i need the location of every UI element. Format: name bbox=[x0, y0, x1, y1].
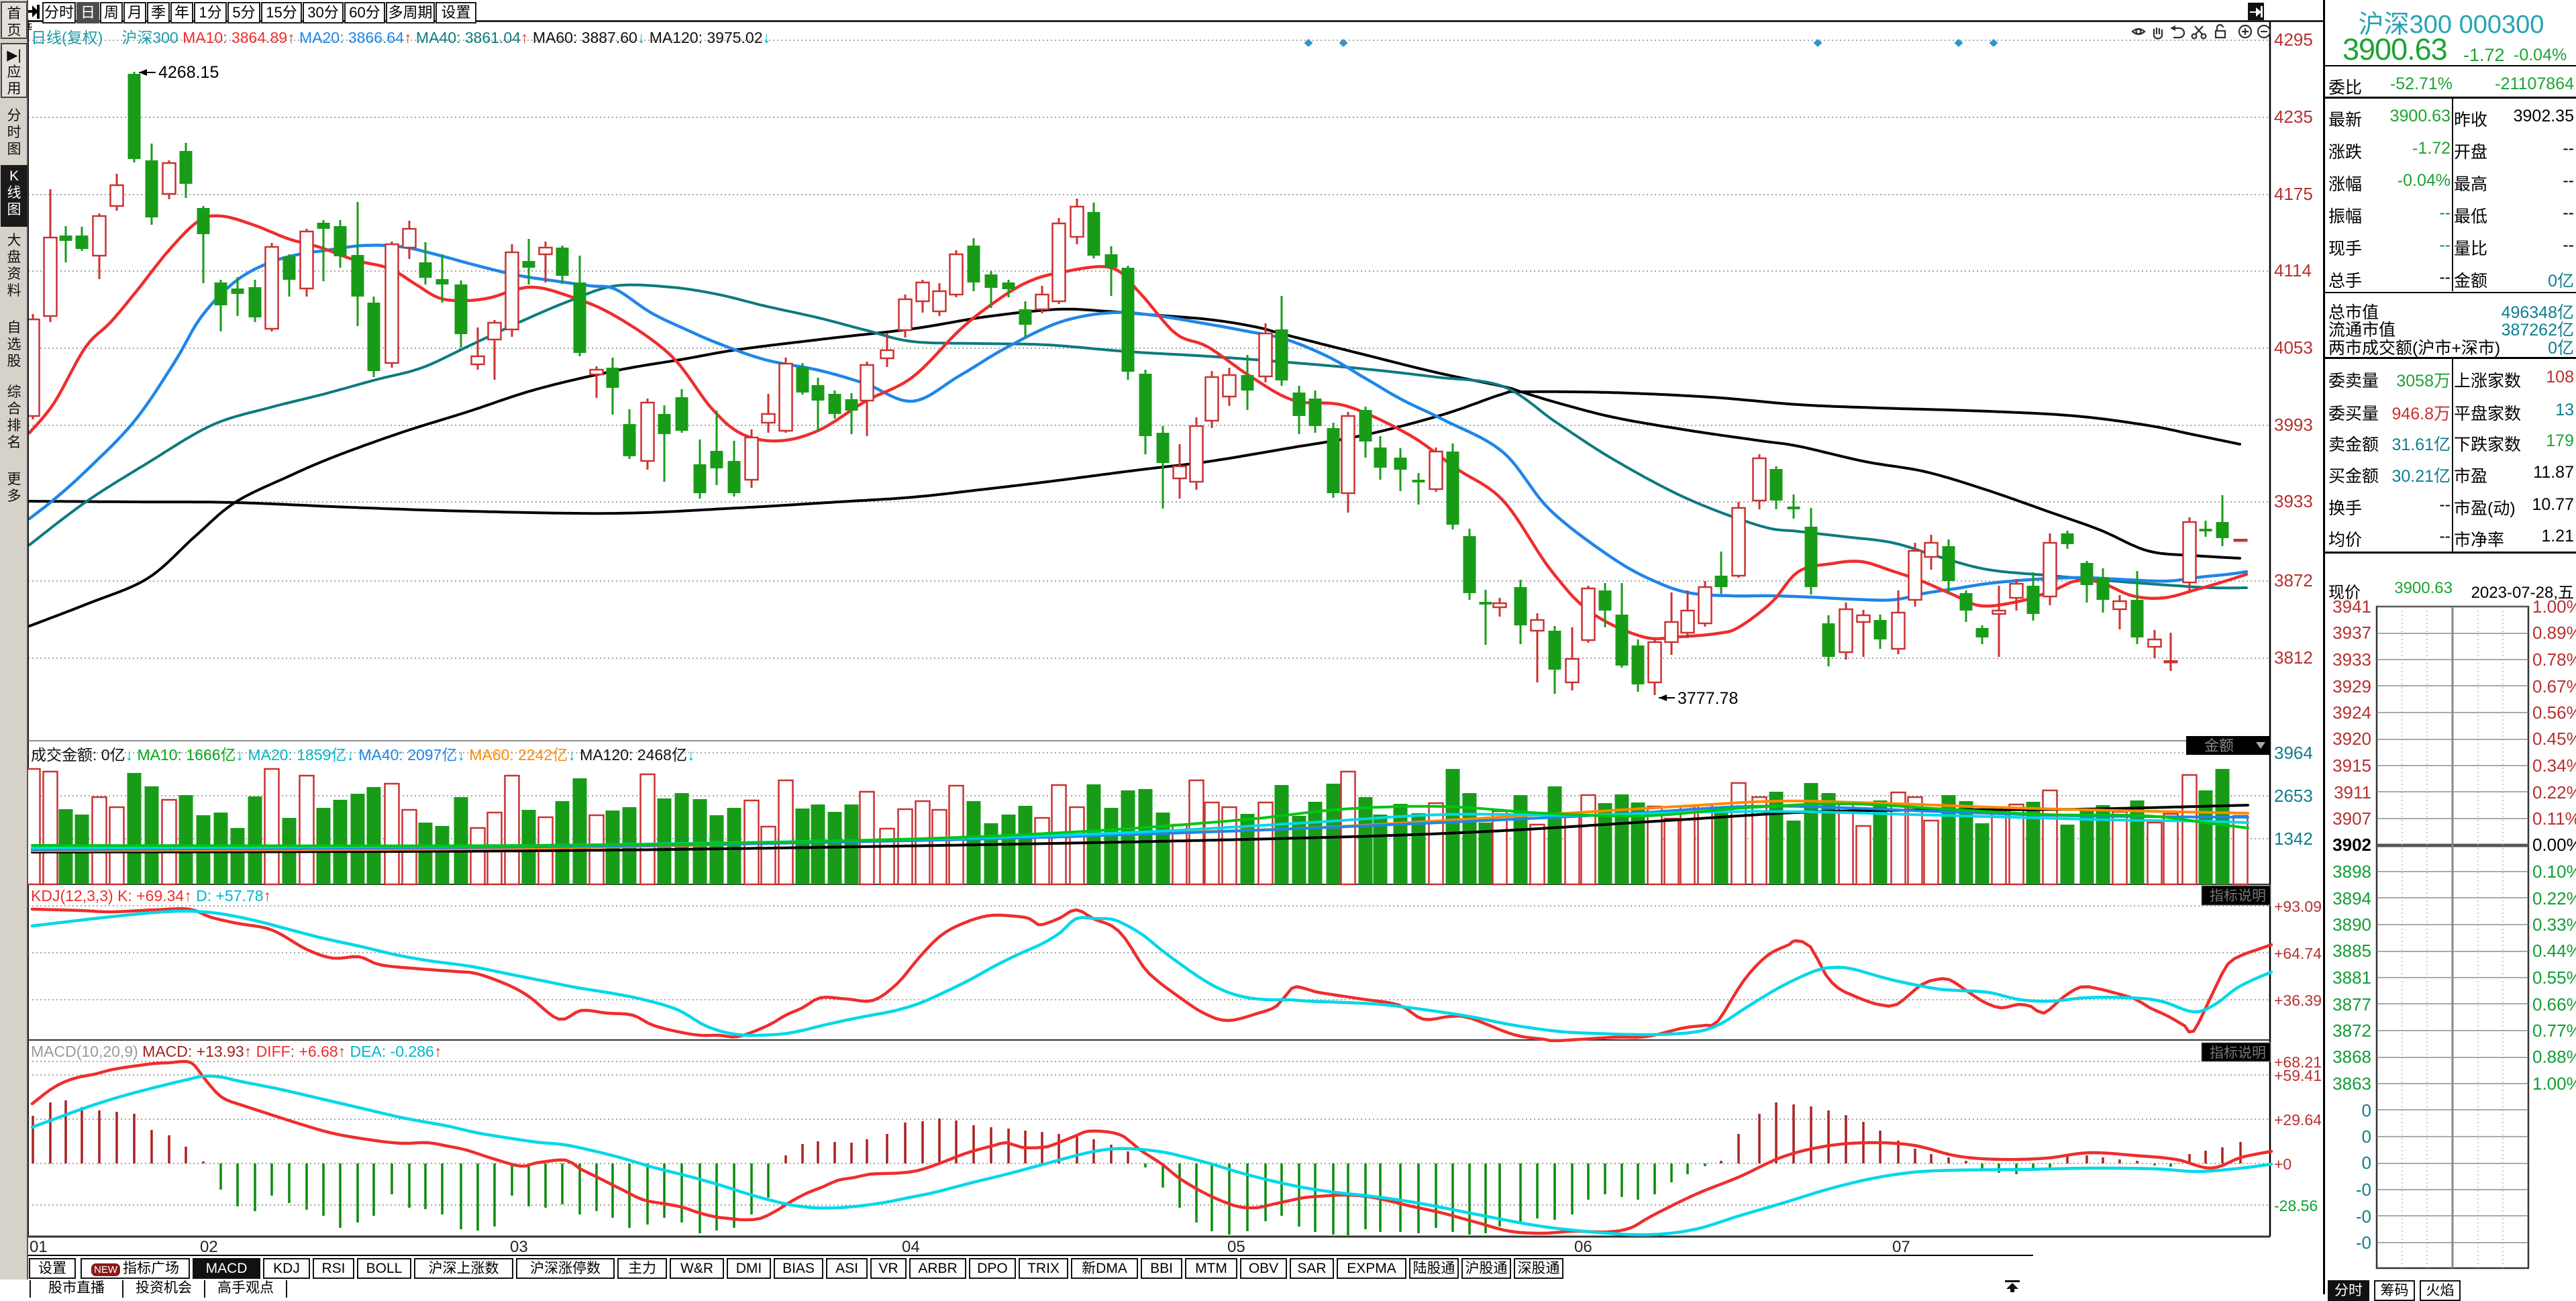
svg-text:0.45%: 0.45% bbox=[2532, 729, 2576, 749]
svg-text:4053: 4053 bbox=[2274, 337, 2313, 358]
svg-text:-0: -0 bbox=[2356, 1206, 2371, 1227]
svg-text:04: 04 bbox=[902, 1238, 920, 1256]
svg-text:0.77%: 0.77% bbox=[2532, 1021, 2576, 1041]
svg-text:3894: 3894 bbox=[2332, 888, 2371, 908]
svg-text:01: 01 bbox=[30, 1238, 48, 1256]
svg-text:3933: 3933 bbox=[2332, 649, 2371, 670]
svg-text:06: 06 bbox=[1574, 1238, 1592, 1256]
svg-text:+59.41: +59.41 bbox=[2274, 1067, 2322, 1084]
svg-text:-0: -0 bbox=[2356, 1180, 2371, 1200]
svg-text:0.00%: 0.00% bbox=[2532, 835, 2576, 855]
svg-text:0: 0 bbox=[2362, 1153, 2371, 1173]
svg-text:1342: 1342 bbox=[2274, 829, 2313, 849]
svg-text:指标说明: 指标说明 bbox=[2210, 888, 2266, 904]
svg-text:3907: 3907 bbox=[2332, 809, 2371, 829]
svg-text:3915: 3915 bbox=[2332, 756, 2371, 776]
svg-text:07: 07 bbox=[1892, 1238, 1910, 1256]
svg-text:3911: 3911 bbox=[2334, 782, 2371, 802]
svg-text:3812: 3812 bbox=[2274, 647, 2313, 668]
svg-text:0.56%: 0.56% bbox=[2532, 702, 2576, 723]
svg-text:3885: 3885 bbox=[2332, 941, 2371, 961]
svg-text:0.10%: 0.10% bbox=[2532, 862, 2576, 882]
svg-text:3881: 3881 bbox=[2332, 968, 2371, 988]
svg-text:0: 0 bbox=[2362, 1100, 2371, 1121]
svg-text:3902: 3902 bbox=[2332, 835, 2371, 855]
svg-text:3964: 3964 bbox=[2274, 743, 2313, 763]
svg-text:3898: 3898 bbox=[2332, 862, 2371, 882]
svg-text:3890: 3890 bbox=[2332, 915, 2371, 935]
svg-text:+0: +0 bbox=[2274, 1155, 2291, 1173]
svg-text:0.34%: 0.34% bbox=[2532, 756, 2576, 776]
svg-text:+29.64: +29.64 bbox=[2274, 1111, 2322, 1129]
svg-text:4268.15: 4268.15 bbox=[158, 63, 219, 82]
svg-text:3868: 3868 bbox=[2332, 1047, 2371, 1067]
svg-text:3777.78: 3777.78 bbox=[1678, 689, 1738, 708]
svg-text:4295: 4295 bbox=[2274, 30, 2313, 50]
svg-text:3933: 3933 bbox=[2274, 491, 2313, 511]
svg-text:3863: 3863 bbox=[2332, 1074, 2371, 1094]
svg-text:3920: 3920 bbox=[2332, 729, 2371, 749]
svg-text:+36.39: +36.39 bbox=[2274, 992, 2322, 1009]
svg-text:1.00%: 1.00% bbox=[2532, 1074, 2576, 1094]
svg-text:02: 02 bbox=[200, 1238, 218, 1256]
svg-text:-0: -0 bbox=[2356, 1233, 2371, 1253]
svg-text:+68.21: +68.21 bbox=[2274, 1053, 2322, 1071]
svg-text:3993: 3993 bbox=[2274, 415, 2313, 435]
svg-text:05: 05 bbox=[1227, 1238, 1245, 1256]
svg-text:3937: 3937 bbox=[2332, 623, 2371, 643]
svg-text:0.55%: 0.55% bbox=[2532, 968, 2576, 988]
svg-text:3872: 3872 bbox=[2332, 1021, 2371, 1041]
svg-text:0.78%: 0.78% bbox=[2532, 649, 2576, 670]
svg-text:0.33%: 0.33% bbox=[2532, 915, 2576, 935]
svg-text:指标说明: 指标说明 bbox=[2210, 1045, 2266, 1061]
svg-text:金额: 金额 bbox=[2204, 737, 2234, 754]
svg-text:3924: 3924 bbox=[2332, 702, 2371, 723]
svg-text:3929: 3929 bbox=[2332, 676, 2371, 696]
svg-text:0: 0 bbox=[2362, 1127, 2371, 1147]
svg-text:2653: 2653 bbox=[2274, 786, 2313, 806]
svg-text:4114: 4114 bbox=[2274, 260, 2312, 280]
svg-text:0.11%: 0.11% bbox=[2532, 809, 2576, 829]
svg-text:3941: 3941 bbox=[2332, 596, 2371, 617]
svg-text:0.88%: 0.88% bbox=[2532, 1047, 2576, 1067]
svg-text:0.22%: 0.22% bbox=[2532, 782, 2576, 802]
svg-text:0.22%: 0.22% bbox=[2532, 888, 2576, 908]
svg-text:0.66%: 0.66% bbox=[2532, 994, 2576, 1014]
svg-text:1.00%: 1.00% bbox=[2532, 596, 2576, 617]
svg-text:+93.09: +93.09 bbox=[2274, 898, 2322, 915]
svg-text:3872: 3872 bbox=[2274, 570, 2313, 590]
svg-text:0.67%: 0.67% bbox=[2532, 676, 2576, 696]
svg-text:0.44%: 0.44% bbox=[2532, 941, 2576, 961]
svg-text:+64.74: +64.74 bbox=[2274, 945, 2322, 962]
svg-text:4175: 4175 bbox=[2274, 184, 2313, 204]
svg-text:4235: 4235 bbox=[2274, 107, 2313, 127]
svg-text:0.89%: 0.89% bbox=[2532, 623, 2576, 643]
svg-text:-28.56: -28.56 bbox=[2274, 1197, 2318, 1214]
svg-text:3877: 3877 bbox=[2332, 994, 2371, 1014]
svg-text:03: 03 bbox=[510, 1238, 528, 1256]
